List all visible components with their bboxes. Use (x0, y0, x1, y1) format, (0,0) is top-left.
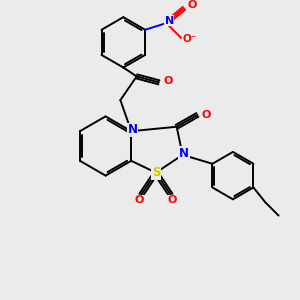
Text: O: O (167, 195, 177, 205)
Text: O: O (163, 76, 172, 86)
Text: N: N (179, 147, 189, 160)
Text: N: N (128, 123, 138, 136)
Text: O⁻: O⁻ (182, 34, 197, 44)
Text: O: O (188, 0, 197, 10)
Text: N: N (165, 16, 174, 26)
Text: O: O (202, 110, 211, 120)
Text: O: O (135, 195, 144, 205)
Text: S: S (152, 166, 160, 179)
